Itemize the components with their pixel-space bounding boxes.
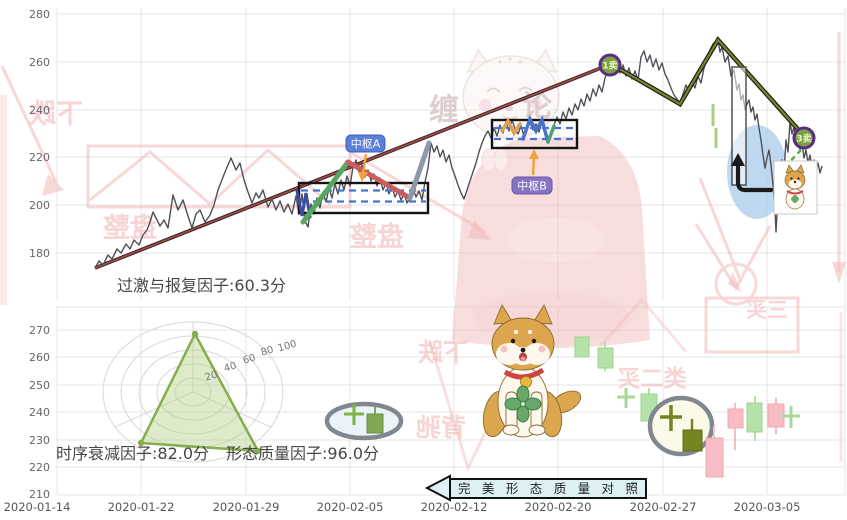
y-tick: 230 (29, 434, 50, 447)
y-tick: 260 (29, 351, 50, 364)
x-tick: 2020-02-12 (421, 500, 488, 514)
radar-tick-40: 40 (223, 361, 238, 375)
x-tick: 2020-01-29 (213, 500, 280, 514)
watermark-text-divergence: 背驰 (416, 413, 466, 442)
y-tick: 270 (29, 324, 50, 337)
pivot-a-label: 中枢A (351, 137, 381, 151)
arrow-down-icon (358, 172, 368, 182)
y-tick: 180 (29, 247, 50, 260)
radar-tick-60: 60 (242, 353, 257, 367)
brand-char-left: 缠 (429, 93, 459, 128)
sell1-marker[interactable]: 1卖 (598, 53, 622, 77)
sell1-label: 1卖 (602, 60, 617, 72)
y-tick: 210 (29, 488, 50, 501)
radar-chart: 20 40 60 80 100 (102, 321, 298, 463)
quality-factor-text: 形态质量因子:96.0分 (226, 444, 379, 463)
pivot-a-badge[interactable]: 中枢A (345, 134, 386, 182)
shiba-card (773, 160, 818, 215)
pattern-highlight-right (647, 395, 715, 457)
arrowhead-up-icon (731, 153, 745, 166)
price-line (94, 39, 823, 269)
watermark-layer: 下跌 盘整 盘整 下跌 背驰 类二买 三买 缠 论 (0, 32, 846, 473)
black-up-arrow (731, 153, 774, 193)
arrow-up-icon (529, 149, 539, 159)
watermark-text-consolidation1: 盘整 (103, 212, 157, 244)
green-ticks (711, 104, 718, 148)
pattern-highlight-left (324, 401, 404, 441)
x-tick: 2020-02-20 (525, 500, 592, 514)
arrow-left-icon (424, 474, 451, 502)
compare-arrow-label[interactable]: 完美形态质量对照 (424, 474, 647, 502)
radar-polygon (139, 331, 261, 453)
x-tick: 2020-02-05 (317, 500, 384, 514)
pivot-b-badge[interactable]: 中枢B (511, 149, 553, 195)
watermark-text-buy-like2: 类二买 (618, 366, 687, 392)
x-tick: 2020-03-05 (734, 500, 801, 514)
y-tick: 200 (29, 199, 50, 212)
candlesticks (574, 336, 800, 478)
sell3-label: 3卖 (796, 133, 811, 145)
watermark-band (0, 95, 7, 305)
x-tick: 2020-01-22 (108, 500, 175, 514)
x-tick: 2020-02-27 (630, 500, 697, 514)
y-tick: 240 (29, 406, 50, 419)
y-tick: 220 (29, 461, 50, 474)
watermark-text-decline2: 下跌 (418, 338, 468, 367)
trend-line-down (609, 36, 806, 138)
watermark-text-consolidation2: 盘整 (350, 221, 404, 253)
shiba-mini-icon (784, 164, 806, 210)
radar-tick-20: 20 (204, 370, 219, 384)
y-tick: 260 (29, 56, 50, 69)
decay-factor-text: 时序衰减因子:82.0分 (56, 444, 209, 463)
top-y-axis: 280 260 240 220 200 180 (29, 8, 50, 260)
shiba-dog-icon (482, 304, 582, 438)
radar-tick-100: 100 (277, 339, 298, 355)
x-tick: 2020-01-14 (4, 500, 71, 514)
top-factor-text: 过激与报复因子:60.3分 (117, 276, 286, 295)
pivot-b-label: 中枢B (517, 179, 547, 193)
chan-segments (295, 114, 556, 225)
sell3-marker[interactable]: 3卖 (792, 126, 816, 150)
y-tick: 220 (29, 151, 50, 164)
watermark-text-decline1: 下跌 (29, 99, 83, 130)
watermark-arrowheads (42, 174, 846, 292)
x-axis: 2020-01-14 2020-01-22 2020-01-29 2020-02… (4, 500, 801, 514)
clover-icon (504, 385, 542, 423)
bottom-y-axis: 270 260 250 240 230 220 210 (29, 324, 50, 501)
y-tick: 280 (29, 8, 50, 21)
watermark-text-buy3: 三买 (746, 298, 788, 322)
y-tick: 240 (29, 104, 50, 117)
radar-tick-80: 80 (260, 345, 275, 359)
y-tick: 250 (29, 379, 50, 392)
